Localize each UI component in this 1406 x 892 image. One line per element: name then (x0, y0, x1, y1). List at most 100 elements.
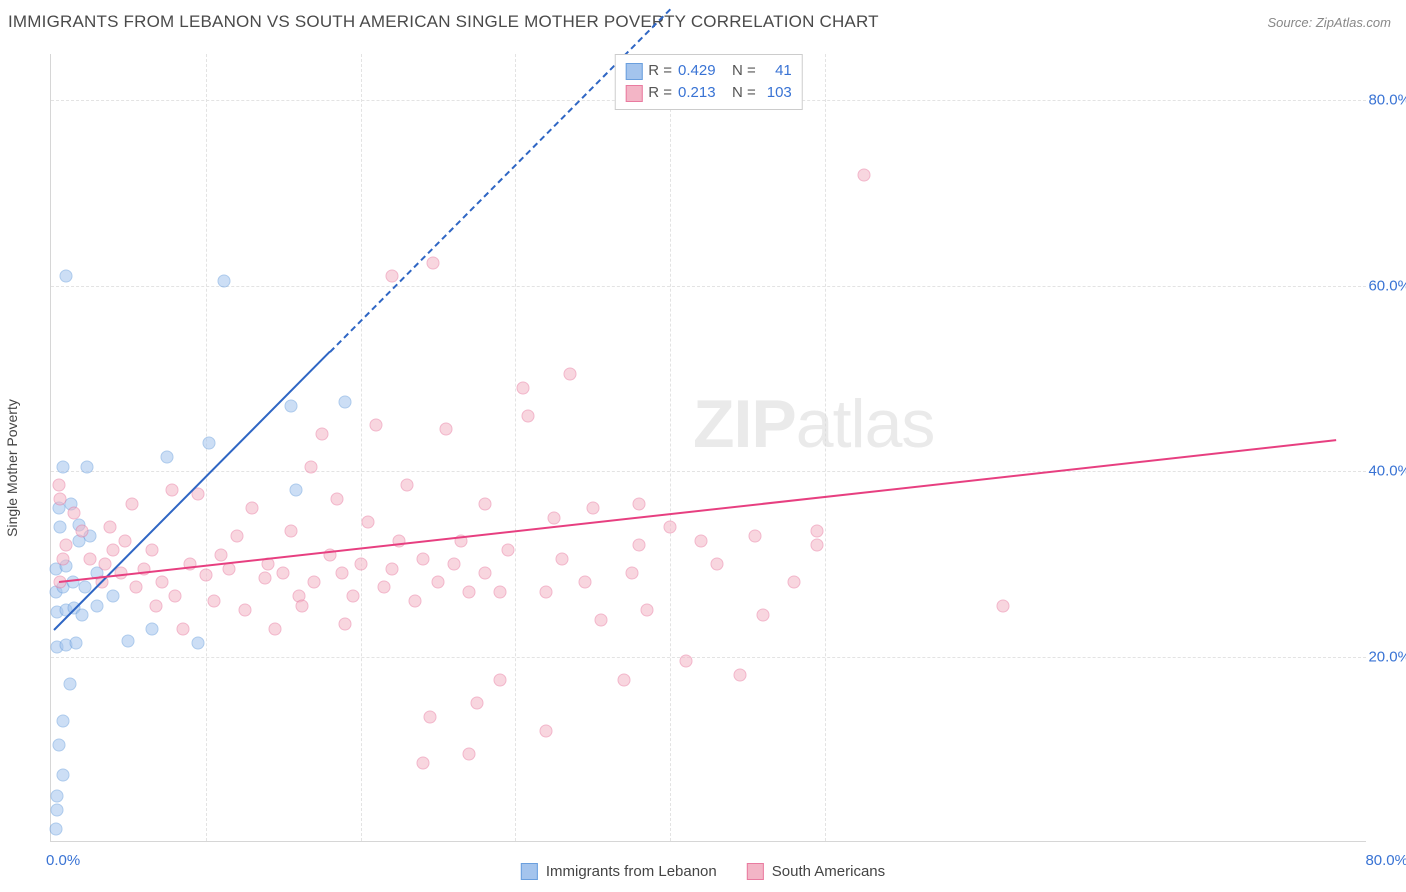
scatter-point-south_american (679, 655, 692, 668)
grid-line-horizontal (51, 286, 1366, 287)
scatter-point-lebanon (51, 789, 64, 802)
n-value-south-american: 103 (762, 82, 792, 104)
scatter-point-south_american (586, 502, 599, 515)
legend-label-lebanon: Immigrants from Lebanon (546, 863, 717, 880)
grid-line-vertical (825, 54, 826, 841)
scatter-point-south_american (346, 590, 359, 603)
scatter-point-south_american (540, 585, 553, 598)
scatter-point-south_american (230, 530, 243, 543)
chart-header: IMMIGRANTS FROM LEBANON VS SOUTH AMERICA… (0, 0, 1406, 44)
scatter-point-south_american (408, 594, 421, 607)
scatter-point-south_american (176, 622, 189, 635)
n-label: N = (732, 60, 756, 82)
scatter-point-south_american (427, 256, 440, 269)
scatter-point-south_american (156, 576, 169, 589)
scatter-point-south_american (83, 553, 96, 566)
scatter-point-lebanon (122, 634, 135, 647)
scatter-point-south_american (385, 562, 398, 575)
scatter-point-south_american (119, 534, 132, 547)
scatter-point-south_american (75, 525, 88, 538)
scatter-point-lebanon (289, 483, 302, 496)
scatter-point-south_american (710, 557, 723, 570)
r-label: R = (648, 82, 672, 104)
grid-line-horizontal (51, 657, 1366, 658)
scatter-point-south_american (103, 520, 116, 533)
scatter-point-south_american (416, 757, 429, 770)
r-value-lebanon: 0.429 (678, 60, 726, 82)
scatter-point-south_american (60, 539, 73, 552)
series-legend: Immigrants from Lebanon South Americans (521, 863, 885, 880)
scatter-point-south_american (664, 520, 677, 533)
grid-line-vertical (670, 54, 671, 841)
scatter-point-south_american (424, 710, 437, 723)
scatter-point-south_american (207, 594, 220, 607)
scatter-point-south_american (54, 492, 67, 505)
scatter-point-south_american (145, 543, 158, 556)
scatter-point-lebanon (75, 608, 88, 621)
scatter-point-lebanon (80, 460, 93, 473)
chart-container: Single Mother Poverty ZIPatlas R = 0.429… (0, 44, 1406, 892)
scatter-point-south_american (385, 270, 398, 283)
scatter-point-south_american (997, 599, 1010, 612)
y-axis-label: Single Mother Poverty (4, 399, 20, 537)
scatter-point-lebanon (57, 715, 70, 728)
scatter-point-lebanon (284, 400, 297, 413)
scatter-point-south_american (470, 696, 483, 709)
swatch-south-american-footer (747, 863, 764, 880)
y-tick-label: 20.0% (1368, 648, 1406, 665)
scatter-point-south_american (315, 428, 328, 441)
scatter-point-south_american (757, 608, 770, 621)
plot-area: ZIPatlas R = 0.429 N = 41 R = 0.213 N = … (50, 54, 1366, 842)
scatter-point-lebanon (145, 622, 158, 635)
x-tick-min: 0.0% (46, 852, 80, 869)
scatter-point-south_american (336, 567, 349, 580)
scatter-point-south_american (99, 557, 112, 570)
r-label: R = (648, 60, 672, 82)
x-tick-max: 80.0% (1365, 852, 1406, 869)
y-tick-label: 60.0% (1368, 277, 1406, 294)
correlation-legend: R = 0.429 N = 41 R = 0.213 N = 103 (614, 54, 803, 110)
grid-line-vertical (515, 54, 516, 841)
scatter-point-lebanon (49, 823, 62, 836)
scatter-point-lebanon (66, 576, 79, 589)
scatter-point-south_american (517, 381, 530, 394)
scatter-point-south_american (295, 599, 308, 612)
scatter-point-south_american (478, 497, 491, 510)
scatter-point-south_american (594, 613, 607, 626)
scatter-point-lebanon (69, 636, 82, 649)
n-value-lebanon: 41 (762, 60, 792, 82)
legend-row-south-american: R = 0.213 N = 103 (625, 82, 792, 104)
source-attribution: Source: ZipAtlas.com (1267, 15, 1391, 30)
scatter-point-south_american (416, 553, 429, 566)
scatter-point-lebanon (192, 636, 205, 649)
legend-item-south-american: South Americans (747, 863, 885, 880)
scatter-point-south_american (331, 492, 344, 505)
swatch-lebanon (625, 63, 642, 80)
scatter-point-south_american (68, 506, 81, 519)
scatter-point-south_american (625, 567, 638, 580)
scatter-point-south_american (401, 479, 414, 492)
scatter-point-lebanon (57, 460, 70, 473)
scatter-point-south_american (150, 599, 163, 612)
scatter-point-south_american (308, 576, 321, 589)
scatter-point-south_american (377, 581, 390, 594)
scatter-point-south_american (811, 539, 824, 552)
n-label: N = (732, 82, 756, 104)
scatter-point-south_american (125, 497, 138, 510)
scatter-point-south_american (199, 569, 212, 582)
chart-title: IMMIGRANTS FROM LEBANON VS SOUTH AMERICA… (8, 12, 879, 32)
scatter-point-south_american (478, 567, 491, 580)
scatter-point-lebanon (54, 520, 67, 533)
y-tick-label: 80.0% (1368, 92, 1406, 109)
watermark-bold: ZIP (693, 386, 796, 462)
scatter-point-south_american (447, 557, 460, 570)
scatter-point-south_american (463, 747, 476, 760)
scatter-point-south_american (788, 576, 801, 589)
r-value-south-american: 0.213 (678, 82, 726, 104)
scatter-point-south_american (633, 539, 646, 552)
scatter-point-south_american (617, 673, 630, 686)
scatter-point-south_american (370, 418, 383, 431)
legend-item-lebanon: Immigrants from Lebanon (521, 863, 717, 880)
scatter-point-south_american (246, 502, 259, 515)
scatter-point-south_american (52, 479, 65, 492)
